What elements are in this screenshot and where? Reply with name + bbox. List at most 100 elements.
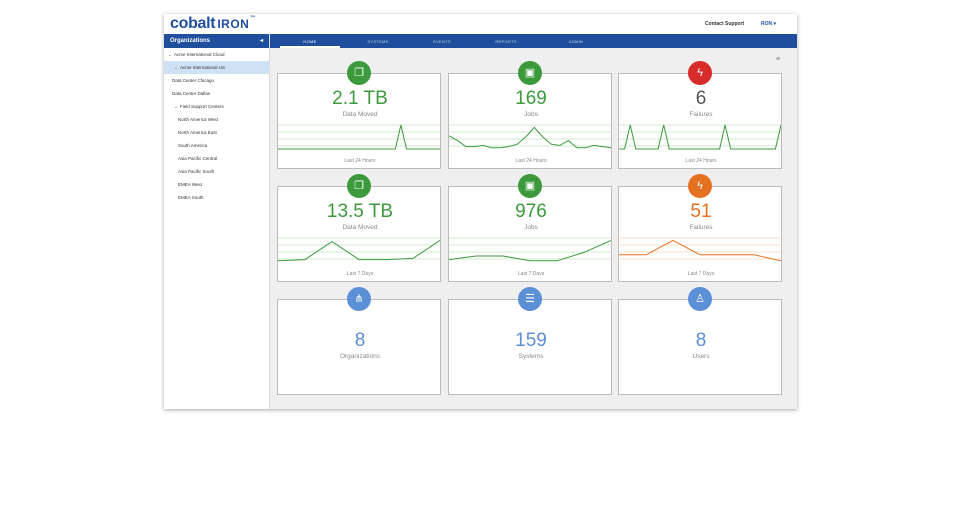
- stat-card[interactable]: 13.5 TB Data Moved Last 7 Days: [277, 186, 441, 282]
- top-bar: cobalt IRON™ Contact Support RON ▾: [164, 14, 797, 34]
- server-icon: ☰: [518, 287, 542, 311]
- stat-period: Last 7 Days: [346, 271, 374, 277]
- main-panel: HOME SYSTEMS EVENTS REPORTS ADMIN ≡ 2.1 TB Da…: [270, 34, 797, 409]
- sidebar-item-label: Asia Pacific Central: [178, 156, 218, 161]
- stat-label: Data Moved: [342, 224, 378, 231]
- org-tree: ⌄ Acme International Cloud ⌄ Acme Internati…: [164, 48, 269, 204]
- stat-card[interactable]: 8 Users: [618, 299, 782, 395]
- sparkline: [449, 124, 611, 149]
- sidebar-title: Organizations: [170, 38, 211, 44]
- sparkline: [278, 124, 440, 150]
- sparkline-series: [449, 239, 611, 262]
- sidebar-item-label: South America: [178, 143, 208, 148]
- user-icon: ♙: [688, 287, 712, 311]
- sidebar-item[interactable]: EMEA South: [164, 191, 269, 204]
- copy-icon: ❐: [347, 61, 371, 85]
- stat-label: Failures: [689, 111, 713, 118]
- sidebar-item[interactable]: Data Center Chicago: [164, 74, 269, 87]
- menu-icon[interactable]: ≡: [776, 56, 781, 63]
- tab-admin[interactable]: ADMIN: [568, 39, 584, 44]
- sidebar-item-label: North America West: [178, 117, 218, 122]
- stat-value: 169: [515, 88, 547, 109]
- sparkline-series: [278, 239, 440, 262]
- sidebar-item[interactable]: South America: [164, 139, 269, 152]
- logo[interactable]: cobalt IRON™: [170, 15, 255, 33]
- org-chart-icon: ⋔: [347, 287, 371, 311]
- stat-card[interactable]: 976 Jobs Last 7 Days: [448, 186, 612, 282]
- chevron-down-icon[interactable]: ⌄: [174, 65, 178, 70]
- sidebar-item-label: Field Support Centers: [180, 104, 224, 109]
- stat-label: Jobs: [524, 111, 538, 118]
- stat-value: 159: [515, 330, 547, 351]
- stat-period: Last 24 Hours: [515, 158, 547, 164]
- sidebar-item[interactable]: ⌄ Acme International US: [164, 61, 269, 74]
- sidebar-item-label: Acme International US: [180, 65, 226, 70]
- sparkline: [619, 124, 781, 150]
- stat-value: 8: [354, 330, 366, 351]
- logo-tm: ™: [250, 15, 256, 21]
- sidebar: Organizations ◂ ⌄ Acme International Clou…: [164, 34, 270, 409]
- sparkline: [619, 237, 781, 262]
- sidebar-item-label: Data Center Chicago: [172, 78, 215, 83]
- sidebar-item-label: Data Center Dallas: [172, 91, 211, 96]
- sidebar-item-label: Acme International Cloud: [174, 52, 225, 57]
- sidebar-item-label: North America East: [178, 130, 217, 135]
- stat-value: 51: [690, 201, 712, 222]
- stat-label: Organizations: [339, 353, 381, 360]
- stat-card[interactable]: 6 Failures Last 24 Hours: [618, 73, 782, 169]
- tab-reports[interactable]: REPORTS: [495, 39, 517, 44]
- stat-label: Users: [692, 353, 710, 360]
- tab-events[interactable]: EVENTS: [433, 39, 451, 44]
- stat-label: Jobs: [524, 224, 538, 231]
- sparkline-series: [449, 126, 611, 149]
- stat-value: 2.1 TB: [332, 88, 388, 109]
- sidebar-item-label: Asia Pacific South: [178, 169, 215, 174]
- tab-home[interactable]: HOME: [280, 34, 340, 48]
- stat-period: Last 7 Days: [687, 271, 715, 277]
- stat-card[interactable]: 51 Failures Last 7 Days: [618, 186, 782, 282]
- sidebar-header: Organizations ◂: [164, 34, 269, 48]
- sidebar-item[interactable]: North America East: [164, 126, 269, 139]
- sidebar-item[interactable]: ⌄ Field Support Centers: [164, 100, 269, 113]
- sidebar-item[interactable]: Data Center Dallas: [164, 87, 269, 100]
- chevron-down-icon[interactable]: ⌄: [168, 52, 172, 57]
- nav-bar: HOME SYSTEMS EVENTS REPORTS ADMIN: [270, 34, 797, 48]
- bolt-icon: ϟ: [688, 61, 712, 85]
- briefcase-icon: ▣: [518, 61, 542, 85]
- stat-value: 8: [695, 330, 707, 351]
- sparkline-series: [619, 239, 781, 262]
- briefcase-icon: ▣: [518, 174, 542, 198]
- sparkline-series: [278, 124, 440, 150]
- stat-value: 976: [515, 201, 547, 222]
- bolt-icon: ϟ: [688, 174, 712, 198]
- stat-card[interactable]: 159 Systems: [448, 299, 612, 395]
- user-menu[interactable]: RON ▾: [761, 21, 777, 27]
- stat-period: Last 24 Hours: [685, 158, 717, 164]
- sidebar-item-label: EMEA South: [178, 195, 204, 200]
- sidebar-item[interactable]: Asia Pacific Central: [164, 152, 269, 165]
- stat-label: Systems: [518, 353, 544, 360]
- app-window: cobalt IRON™ Contact Support RON ▾ Organi…: [164, 14, 797, 409]
- stat-card[interactable]: 8 Organizations: [277, 299, 441, 395]
- stat-label: Data Moved: [342, 111, 378, 118]
- sidebar-item[interactable]: EMEA West: [164, 178, 269, 191]
- stat-period: Last 24 Hours: [344, 158, 376, 164]
- contact-support-link[interactable]: Contact Support: [705, 21, 745, 27]
- logo-sub: IRON: [217, 17, 250, 31]
- sidebar-item[interactable]: Asia Pacific South: [164, 165, 269, 178]
- copy-icon: ❐: [347, 174, 371, 198]
- sidebar-item[interactable]: ⌄ Acme International Cloud: [164, 48, 269, 61]
- sidebar-item[interactable]: North America West: [164, 113, 269, 126]
- collapse-icon[interactable]: ◂: [259, 38, 263, 44]
- chevron-down-icon[interactable]: ⌄: [174, 104, 178, 109]
- tab-systems[interactable]: SYSTEMS: [367, 39, 389, 44]
- stat-card[interactable]: 2.1 TB Data Moved Last 24 Hours: [277, 73, 441, 169]
- stat-card[interactable]: 169 Jobs Last 24 Hours: [448, 73, 612, 169]
- sparkline: [449, 237, 611, 262]
- stat-value: 13.5 TB: [326, 201, 394, 222]
- stat-period: Last 7 Days: [517, 271, 545, 277]
- stat-label: Failures: [689, 224, 713, 231]
- sparkline: [278, 237, 440, 262]
- stat-value: 6: [695, 88, 707, 109]
- sparkline-series: [619, 124, 781, 150]
